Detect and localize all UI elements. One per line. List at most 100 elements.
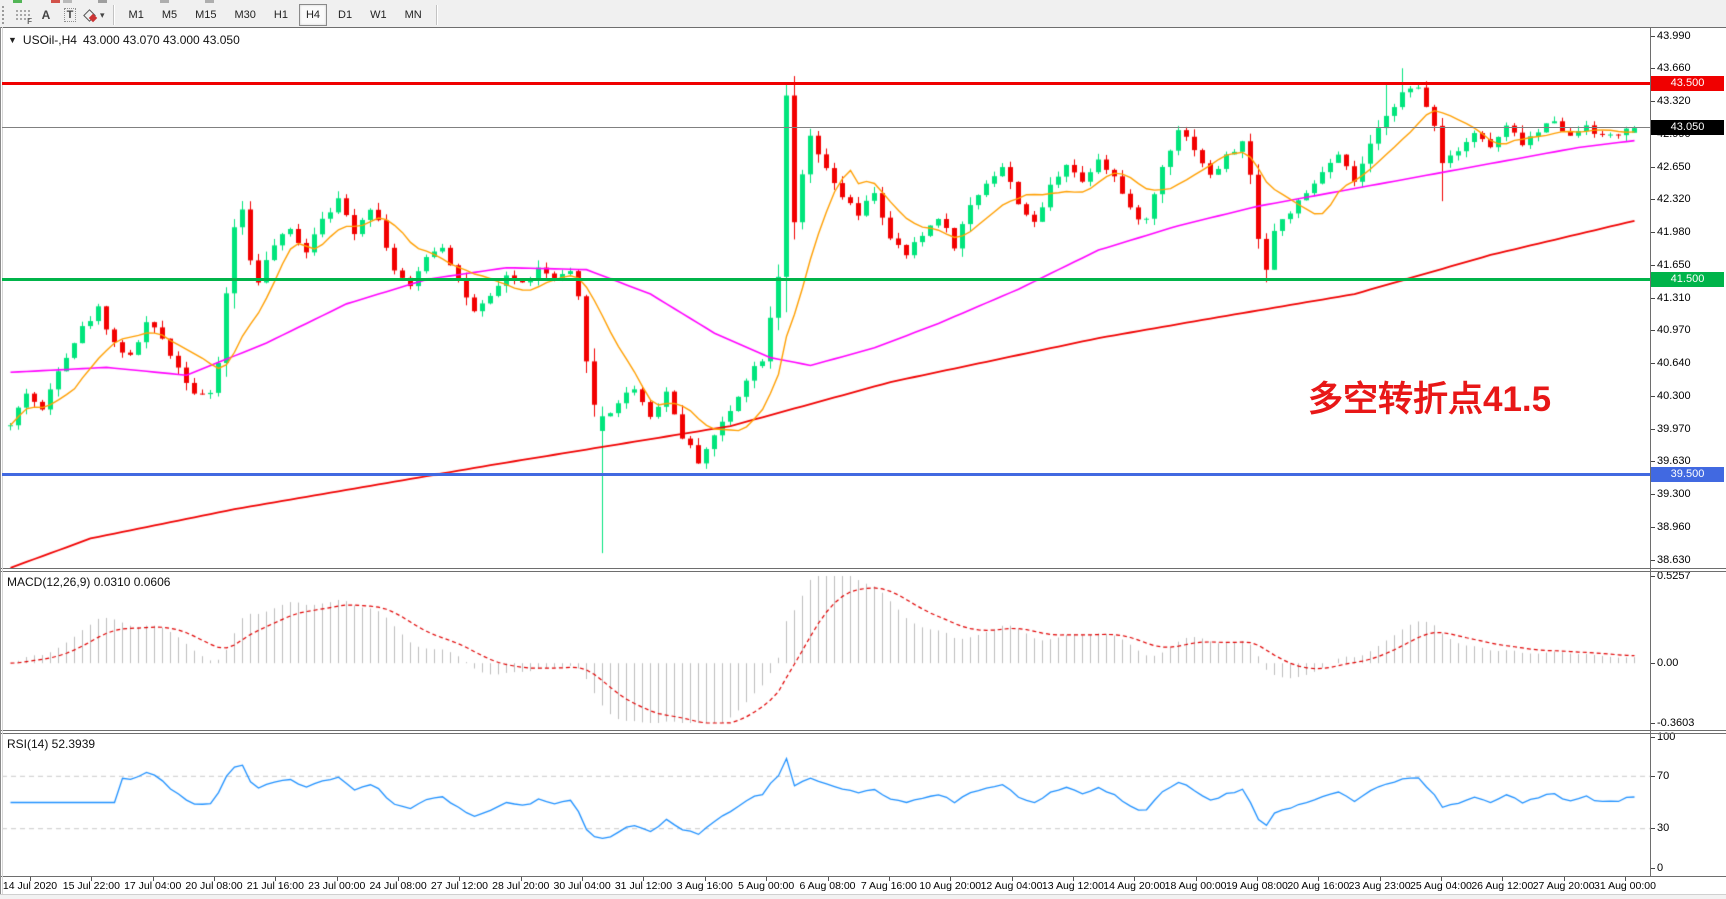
panel-splitter[interactable] xyxy=(0,568,1726,569)
price-tick xyxy=(1650,232,1655,233)
timeframe-button-m30[interactable]: M30 xyxy=(234,9,256,21)
timeframe-button-m15[interactable]: M15 xyxy=(195,9,217,21)
price-tick xyxy=(1650,166,1655,168)
timeframe-button-h1[interactable]: H1 xyxy=(273,9,288,21)
time-axis-label: 31 Jul 12:00 xyxy=(614,880,673,892)
support-line-39500-badge: 39.500 xyxy=(1651,467,1724,483)
resistance-line-43500[interactable] xyxy=(2,82,1650,86)
time-tick xyxy=(1502,877,1504,881)
price-axis-label: 40.640 xyxy=(1657,357,1691,369)
clipped-icon xyxy=(205,0,214,3)
time-axis-label: 7 Aug 16:00 xyxy=(860,880,917,892)
pivot-line-41500[interactable] xyxy=(2,277,1650,281)
rsi-axis-label: 70 xyxy=(1657,769,1670,782)
time-tick xyxy=(1563,877,1565,881)
macd-axis-label: 0.00 xyxy=(1657,656,1679,669)
text-label-tool-button[interactable]: A xyxy=(35,5,57,25)
time-tick xyxy=(1195,877,1197,881)
time-tick xyxy=(214,877,216,881)
resistance-line-43500-badge: 43.500 xyxy=(1651,76,1724,92)
main-chart-canvas[interactable] xyxy=(2,28,1650,568)
timeframe-button-h4[interactable]: H4 xyxy=(298,4,328,26)
time-axis-label: 3 Aug 16:00 xyxy=(676,880,733,892)
timeframe-toolbar: M1 M5 M15 M30 H1 H4 D1 W1 MN xyxy=(120,4,431,26)
timeframe-button-mn[interactable]: MN xyxy=(404,9,422,21)
price-axis-label: 40.970 xyxy=(1657,324,1691,337)
price-tick xyxy=(1650,101,1655,102)
time-tick xyxy=(888,877,890,881)
indicator-grid-icon[interactable]: F xyxy=(15,8,32,26)
time-tick xyxy=(275,877,277,881)
price-axis-label: 43.990 xyxy=(1657,29,1691,42)
clipped-toolbar-row xyxy=(0,0,1726,3)
letter-a-icon: A xyxy=(41,8,51,22)
timeframe-button-w1[interactable]: W1 xyxy=(370,9,387,21)
time-tick xyxy=(827,877,829,881)
annotation-text: 多空转折点41.5 xyxy=(1308,380,1552,419)
clipped-icon xyxy=(13,0,22,3)
panel-splitter[interactable] xyxy=(0,733,1726,734)
price-tick xyxy=(1650,330,1655,332)
time-tick xyxy=(1379,877,1381,881)
price-axis-label: 42.320 xyxy=(1657,193,1691,206)
price-axis-label: 39.630 xyxy=(1657,455,1691,468)
rsi-tick xyxy=(1650,775,1655,777)
time-tick xyxy=(1072,877,1074,881)
price-tick xyxy=(1650,199,1655,201)
expand-triangle-icon[interactable]: ▼ xyxy=(8,35,17,45)
time-axis-label: 14 Jul 2020 xyxy=(2,880,58,892)
price-axis-label: 41.310 xyxy=(1657,291,1691,304)
line-studies-button[interactable]: ▾ xyxy=(83,8,105,23)
support-line-39500[interactable] xyxy=(2,473,1650,477)
clipped-icon xyxy=(160,0,169,3)
rsi-indicator-canvas[interactable] xyxy=(2,734,1650,876)
price-tick xyxy=(1650,264,1655,266)
time-tick xyxy=(766,877,768,881)
panel-splitter[interactable] xyxy=(0,730,1726,731)
rsi-tick xyxy=(1650,828,1655,830)
symbol-timeframe-title: USOil-,H4 xyxy=(22,33,77,47)
time-axis-label: 23 Jul 00:00 xyxy=(308,880,366,892)
time-tick xyxy=(1440,877,1442,881)
time-axis-label: 20 Aug 16:00 xyxy=(1287,880,1350,892)
rsi-axis-label: 30 xyxy=(1657,822,1670,835)
time-axis-label: 21 Jul 16:00 xyxy=(246,880,304,892)
time-tick xyxy=(520,877,522,881)
time-tick xyxy=(1318,877,1320,881)
time-axis-label: 25 Aug 04:00 xyxy=(1410,880,1472,892)
macd-indicator-canvas[interactable] xyxy=(2,572,1650,730)
price-tick xyxy=(1650,68,1655,70)
time-axis-label: 31 Aug 00:00 xyxy=(1594,880,1656,892)
time-axis-label: 19 Aug 08:00 xyxy=(1225,880,1288,892)
rsi-tick xyxy=(1650,867,1655,869)
panel-border xyxy=(0,876,1726,877)
time-tick xyxy=(398,877,400,881)
text-box-tool-button[interactable]: T xyxy=(59,5,81,25)
macd-tick xyxy=(1650,575,1655,577)
time-tick xyxy=(1625,877,1626,881)
time-axis-label: 27 Jul 12:00 xyxy=(430,880,489,892)
time-tick xyxy=(1011,877,1013,881)
time-axis-label: 15 Jul 22:00 xyxy=(62,880,120,892)
time-axis-label: 17 Jul 04:00 xyxy=(124,880,182,892)
panel-splitter[interactable] xyxy=(0,571,1726,572)
pivot-line-41500-badge: 41.500 xyxy=(1651,271,1724,287)
window-border xyxy=(0,27,1726,28)
current-price-line-43050[interactable] xyxy=(2,127,1650,129)
time-axis-label: 24 Jul 08:00 xyxy=(369,880,427,892)
macd-axis-label: -0.3603 xyxy=(1657,716,1695,729)
macd-tick xyxy=(1650,662,1655,664)
letter-t-icon: T xyxy=(63,8,77,22)
time-axis-label: 28 Jul 20:00 xyxy=(492,880,550,892)
price-axis-label: 39.970 xyxy=(1657,422,1691,435)
clipped-icon xyxy=(51,0,60,3)
time-axis-label: 6 Aug 08:00 xyxy=(799,880,856,892)
toolbar-grip[interactable] xyxy=(2,6,9,24)
timeframe-button-m5[interactable]: M5 xyxy=(161,9,178,21)
timeframe-button-d1[interactable]: D1 xyxy=(338,9,353,21)
time-axis-label: 10 Aug 20:00 xyxy=(919,880,982,892)
price-tick xyxy=(1650,526,1655,528)
time-tick xyxy=(582,877,584,881)
price-tick xyxy=(1650,35,1655,37)
timeframe-button-m1[interactable]: M1 xyxy=(128,9,144,21)
